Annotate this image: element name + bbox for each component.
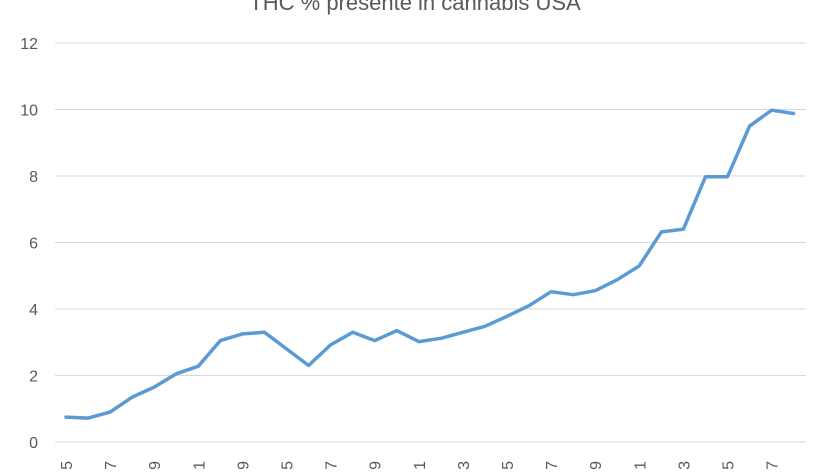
data-point (615, 278, 619, 282)
data-point (792, 111, 796, 115)
data-point (770, 108, 774, 112)
x-tick-label: 93 (456, 461, 473, 470)
data-point (196, 364, 200, 368)
x-tick-label: 75 (59, 461, 76, 470)
data-point (262, 330, 266, 334)
data-point (461, 330, 465, 334)
data-point (108, 410, 112, 414)
x-tick-label: 81 (191, 461, 208, 470)
data-point (218, 339, 222, 343)
x-tick-label: 91 (412, 461, 429, 470)
data-point (571, 293, 575, 297)
gridlines (55, 42, 806, 443)
x-tick-label: 05 (721, 461, 738, 470)
data-point (130, 395, 134, 399)
y-tick-label: 6 (29, 236, 38, 253)
x-axis-ticks: 75 77 79 81 79 85 87 89 91 93 95 97 99 01 03 05 07 (59, 461, 782, 475)
x-tick-label: 99 (588, 461, 605, 470)
data-point (483, 324, 487, 328)
x-tick-label: 95 (500, 461, 517, 470)
data-point (285, 347, 289, 351)
data-point (637, 264, 641, 268)
data-point (395, 329, 399, 333)
data-point (703, 175, 707, 179)
data-point (748, 124, 752, 128)
data-point (240, 332, 244, 336)
data-point (659, 230, 663, 234)
x-tick-label: 01 (632, 461, 649, 470)
x-tick-label: 79 (235, 461, 252, 470)
data-point (351, 330, 355, 334)
x-tick-label: 03 (676, 461, 693, 470)
x-tick-label: 87 (324, 461, 341, 470)
x-tick-label: 97 (544, 461, 561, 470)
y-axis-ticks: 0 2 4 6 8 10 12 (20, 36, 38, 452)
series-line-0 (64, 108, 796, 420)
chart-title: THC % presente in cannabis USA (249, 0, 581, 15)
data-point (307, 364, 311, 368)
data-point (373, 339, 377, 343)
x-tick-label: 89 (368, 461, 385, 470)
data-point (329, 343, 333, 347)
data-point (64, 415, 68, 419)
data-point (505, 314, 509, 318)
data-point (439, 336, 443, 340)
data-point (593, 289, 597, 293)
x-tick-label: 77 (103, 461, 120, 470)
data-point (726, 175, 730, 179)
data-point (549, 290, 553, 294)
y-tick-label: 4 (29, 302, 38, 319)
data-point (417, 340, 421, 344)
x-tick-label: 85 (280, 461, 297, 470)
y-tick-label: 8 (29, 169, 38, 186)
y-tick-label: 2 (29, 369, 38, 386)
data-point (174, 372, 178, 376)
y-tick-label: 0 (29, 435, 38, 452)
data-point (681, 227, 685, 231)
data-point (152, 385, 156, 389)
data-point (527, 304, 531, 308)
y-tick-label: 12 (20, 36, 38, 53)
x-tick-label: 07 (765, 461, 782, 470)
data-point (86, 416, 90, 420)
series-layer (64, 108, 796, 420)
x-tick-label: 79 (147, 461, 164, 470)
y-tick-label: 10 (20, 103, 38, 120)
